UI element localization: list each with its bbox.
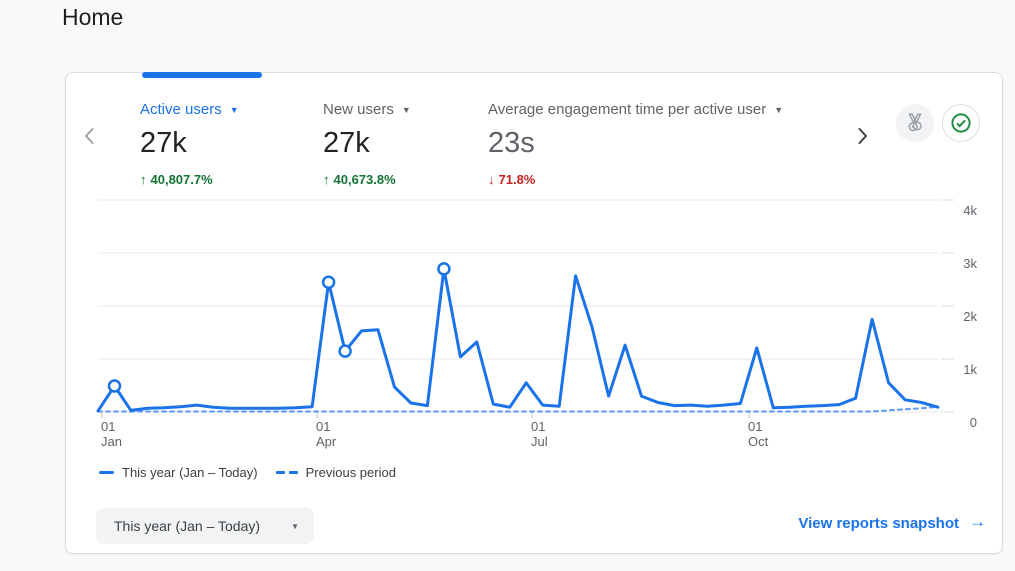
- chevron-down-icon: ▼: [401, 105, 411, 115]
- x-axis-label: 01: [748, 419, 762, 434]
- chevron-down-icon: ▼: [774, 105, 784, 115]
- metric-value: 27k: [140, 127, 187, 159]
- chevron-left-icon: [85, 128, 94, 144]
- metric-value: 27k: [323, 127, 370, 159]
- data-point-marker: [107, 379, 122, 393]
- chevron-down-icon: ▼: [229, 105, 239, 115]
- metric-selector-avg-engagement-time[interactable]: Average engagement time per active user …: [488, 101, 783, 118]
- metric-selector-active-users[interactable]: Active users ▼: [140, 101, 239, 118]
- data-quality-button[interactable]: [942, 104, 980, 142]
- trend-up-icon: ↑: [140, 172, 147, 187]
- metric-active-users: Active users ▼ 27k ↑ 40,807.7%: [140, 101, 239, 187]
- chart-legend: This year (Jan – Today) Previous period: [99, 465, 396, 480]
- scroll-metrics-right-button[interactable]: [848, 119, 878, 153]
- previous-period-line: [97, 405, 939, 413]
- metric-selector-new-users[interactable]: New users ▼: [323, 101, 411, 118]
- check-circle-icon: [951, 113, 971, 133]
- legend-label: Previous period: [305, 465, 396, 480]
- solid-line-swatch-icon: [99, 471, 114, 474]
- data-point-marker: [437, 262, 451, 276]
- data-point-marker: [321, 275, 336, 289]
- chevron-right-icon: [858, 128, 867, 144]
- y-axis-label: 0: [970, 415, 977, 430]
- link-label: View reports snapshot: [798, 514, 959, 532]
- metric-delta-value: 40,673.8%: [333, 172, 396, 187]
- y-axis-label: 1k: [963, 362, 977, 377]
- metric-label: Active users: [140, 101, 222, 118]
- x-axis-label: 01: [101, 419, 115, 434]
- metric-value: 23s: [488, 127, 535, 159]
- data-point-marker: [338, 344, 352, 358]
- x-axis-label: Jan: [101, 434, 122, 449]
- x-axis-label: Apr: [316, 434, 337, 449]
- metric-label: New users: [323, 101, 394, 118]
- trend-down-icon: ↓: [488, 172, 495, 187]
- metric-label: Average engagement time per active user: [488, 101, 767, 118]
- trend-up-icon: ↑: [323, 172, 330, 187]
- metric-delta: ↑ 40,673.8%: [323, 172, 411, 187]
- metric-delta: ↑ 40,807.7%: [140, 172, 239, 187]
- x-axis-label: 01: [531, 419, 545, 434]
- y-axis-label: 4k: [963, 203, 977, 218]
- overview-card: Active users ▼ 27k ↑ 40,807.7% New users…: [65, 72, 1003, 554]
- legend-label: This year (Jan – Today): [122, 465, 258, 480]
- metric-delta: ↓ 71.8%: [488, 172, 783, 187]
- dashed-line-swatch-icon: [275, 471, 298, 474]
- metric-delta-value: 71.8%: [498, 172, 536, 187]
- benchmarking-button[interactable]: [896, 104, 934, 142]
- active-tab-indicator: [142, 72, 262, 78]
- view-reports-snapshot-link[interactable]: View reports snapshot →: [798, 512, 986, 533]
- date-range-label: This year (Jan – Today): [114, 518, 261, 534]
- date-range-selector[interactable]: This year (Jan – Today) ▼: [96, 508, 314, 544]
- legend-item-previous-period: Previous period: [275, 465, 396, 480]
- legend-item-this-year: This year (Jan – Today): [99, 465, 258, 480]
- metric-avg-engagement-time: Average engagement time per active user …: [488, 101, 783, 187]
- x-axis-label: Oct: [748, 434, 769, 449]
- this-year-line: [96, 267, 940, 413]
- x-axis-label: Jul: [531, 434, 548, 449]
- medal-icon: [908, 113, 922, 132]
- metric-delta-value: 40,807.7%: [150, 172, 213, 187]
- arrow-right-icon: →: [969, 512, 986, 531]
- chevron-down-icon: ▼: [291, 521, 299, 531]
- y-axis-label: 3k: [963, 256, 977, 271]
- metric-new-users: New users ▼ 27k ↑ 40,673.8%: [323, 101, 411, 187]
- scroll-metrics-left-button[interactable]: [74, 119, 104, 153]
- page-title: Home: [62, 4, 124, 30]
- y-axis-label: 2k: [963, 309, 977, 324]
- x-axis-label: 01: [316, 419, 330, 434]
